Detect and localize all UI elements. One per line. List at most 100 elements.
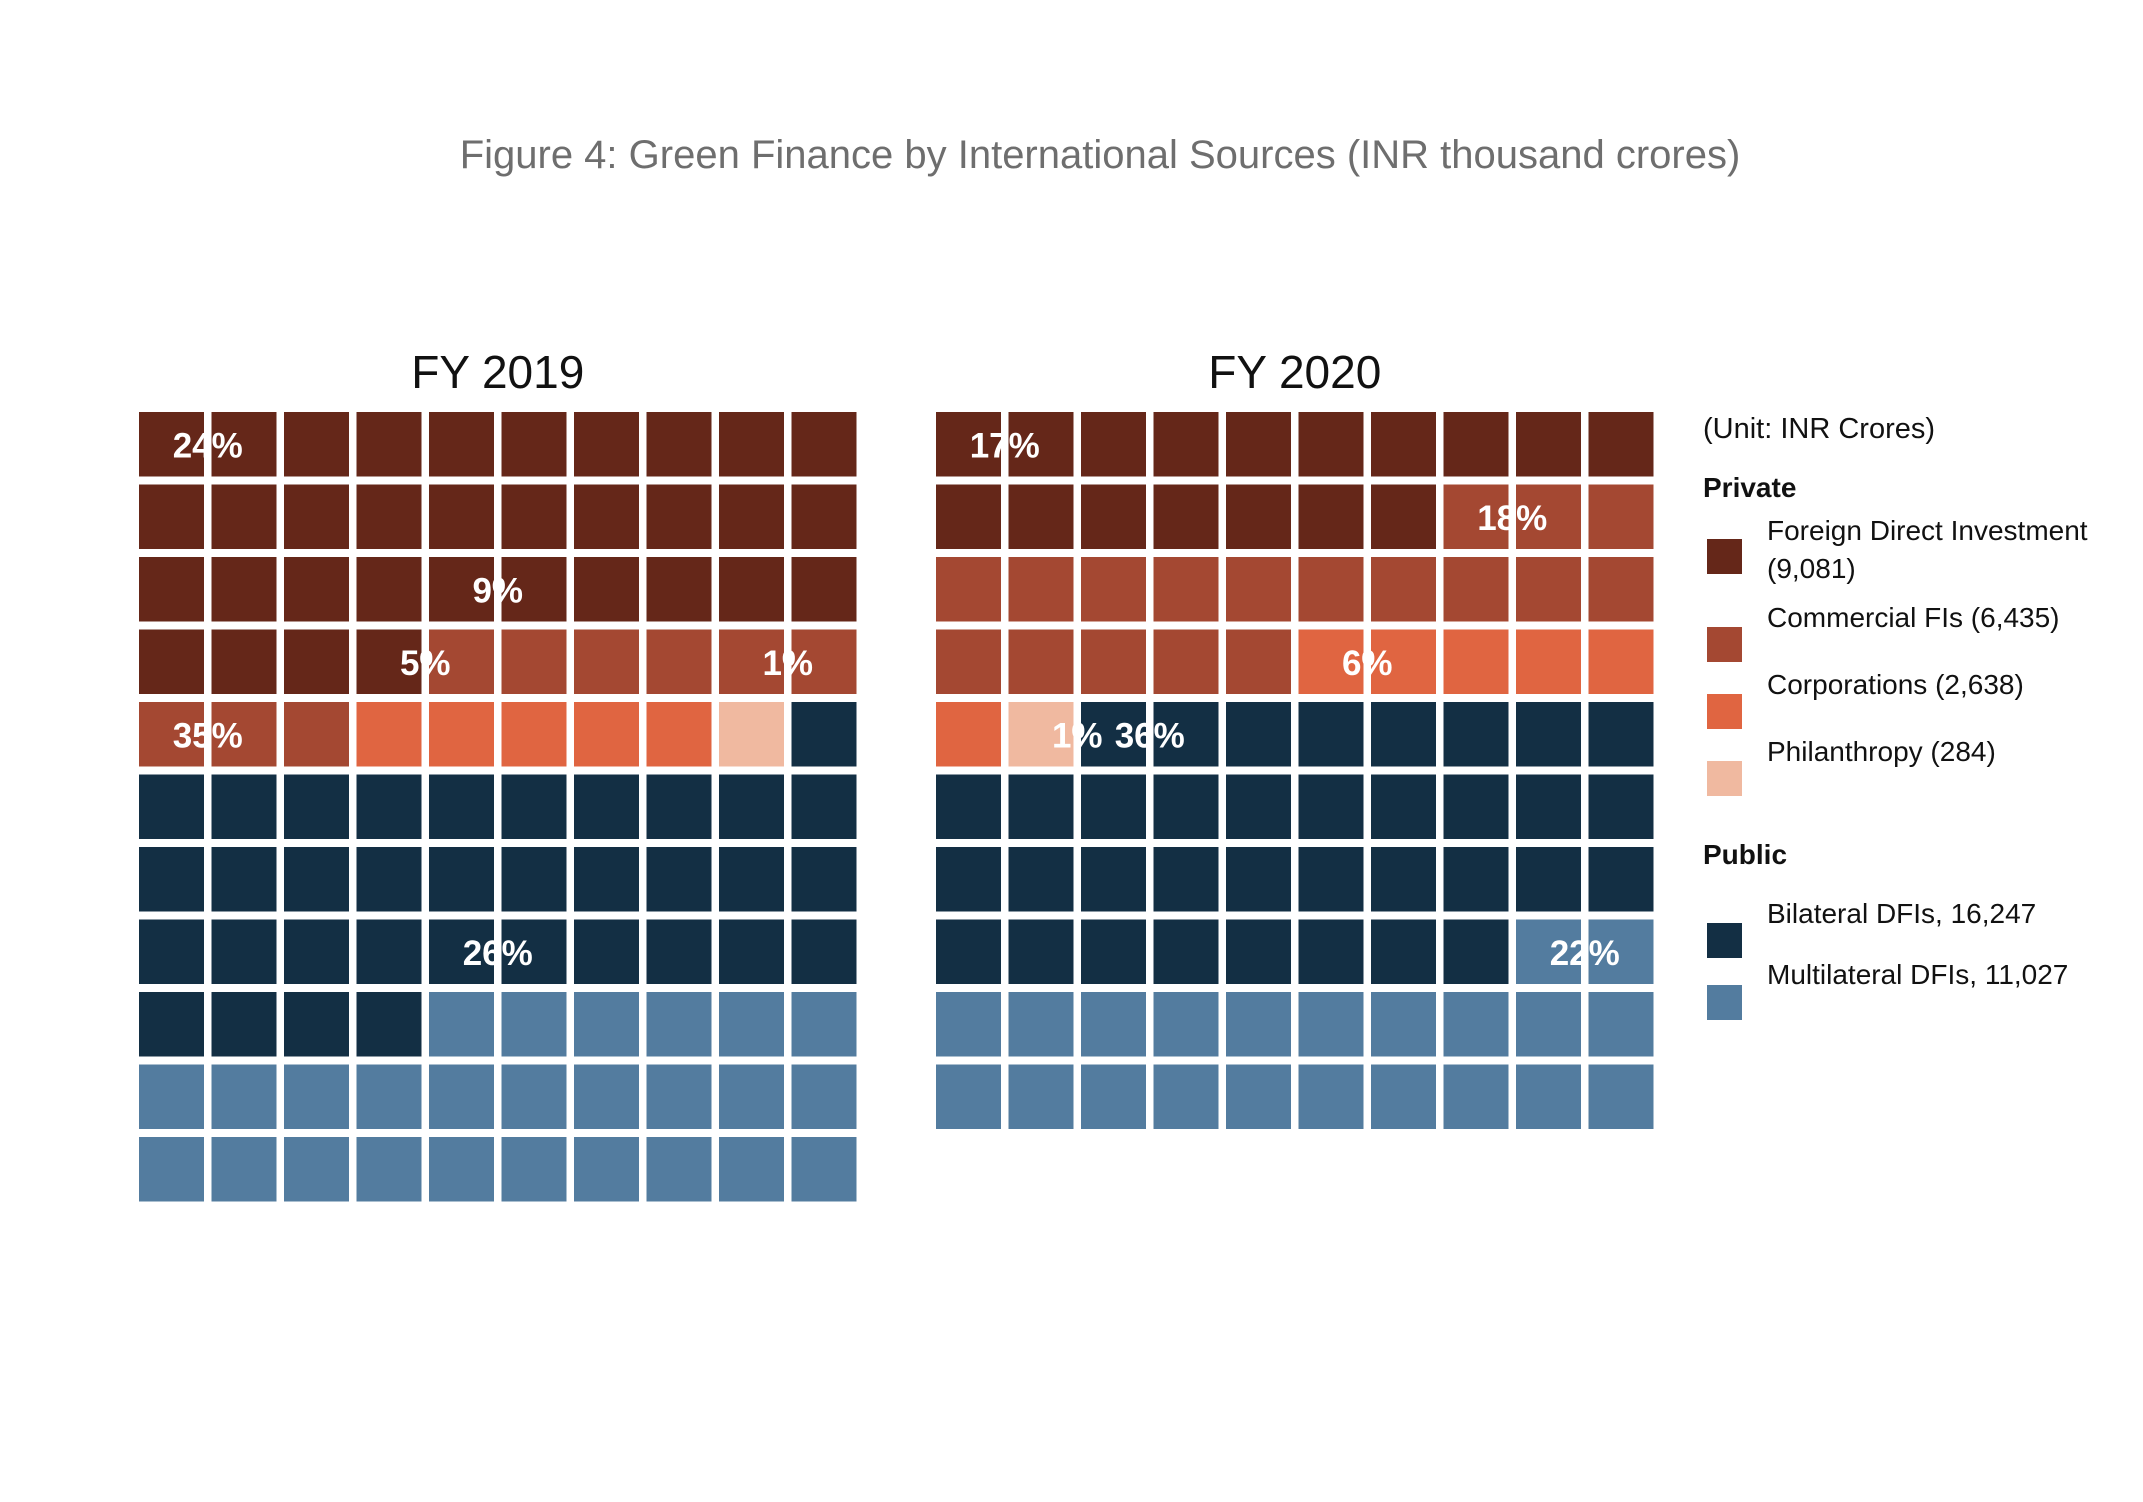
waffle-cell-bil: [719, 919, 784, 984]
waffle-cell-cfi: [1008, 557, 1074, 622]
waffle-cell-cfi: [719, 629, 784, 694]
waffle-cell-mul: [284, 1064, 349, 1129]
waffle-cell-bil: [1298, 847, 1364, 912]
waffle-cell-mul: [1153, 1064, 1219, 1129]
waffle-cell-fdi: [1298, 484, 1364, 549]
segment-label-cfi: 18%: [1477, 499, 1547, 538]
waffle-cell-cfi: [1516, 484, 1581, 549]
waffle-cell-fdi: [646, 412, 712, 477]
waffle-cell-mul: [139, 1064, 204, 1129]
waffle-cell-corp: [574, 702, 639, 767]
waffle-cell-bil: [139, 992, 204, 1057]
waffle-cell-fdi: [501, 484, 567, 549]
waffle-cell-bil: [1226, 702, 1291, 767]
waffle-cell-mul: [501, 1064, 567, 1129]
waffle-cell-fdi: [1226, 484, 1291, 549]
waffle-cell-bil: [139, 847, 204, 912]
legend-label: Foreign Direct Investment: [1767, 515, 2088, 546]
waffle-cell-mul: [791, 992, 857, 1057]
legend-label: Corporations (2,638): [1767, 669, 2024, 700]
waffle-cell-bil: [719, 774, 784, 839]
waffle-cell-mul: [211, 1137, 277, 1202]
waffle-cell-fdi: [139, 557, 204, 622]
segment-label-bil: 36%: [1115, 716, 1185, 755]
waffle-cell-mul: [501, 1137, 567, 1202]
waffle-cell-fdi: [646, 484, 712, 549]
panel-title: FY 2020: [1208, 346, 1381, 398]
waffle-cell-fdi: [211, 412, 277, 477]
waffle-cell-bil: [284, 992, 349, 1057]
legend-group-title: Public: [1703, 839, 1787, 870]
waffle-cell-fdi: [1153, 412, 1219, 477]
waffle-cell-phil: [1008, 702, 1074, 767]
waffle-cell-bil: [501, 919, 567, 984]
waffle-cell-bil: [646, 919, 712, 984]
waffle-cell-cfi: [1226, 557, 1291, 622]
waffle-cell-fdi: [1298, 412, 1364, 477]
waffle-cell-cfi: [936, 629, 1001, 694]
legend: (Unit: INR Crores) Private Foreign Direct …: [1703, 413, 2088, 1020]
waffle-cell-bil: [501, 774, 567, 839]
segment-label-mul: 26%: [463, 934, 533, 973]
waffle-cell-corp: [1371, 629, 1436, 694]
waffle-cell-mul: [1298, 1064, 1364, 1129]
waffle-cell-fdi: [284, 484, 349, 549]
waffle-cell-fdi: [501, 412, 567, 477]
waffle-cell-mul: [139, 1137, 204, 1202]
waffle-cell-bil: [211, 992, 277, 1057]
waffle-cell-bil: [429, 919, 494, 984]
waffle-panel-2: FY 2020 17% 18% 6% 1% 36% 22%: [936, 346, 1654, 1129]
legend-item-corp: Corporations (2,638): [1707, 669, 2024, 729]
waffle-cell-bil: [1153, 774, 1219, 839]
waffle-cell-fdi: [1443, 412, 1509, 477]
legend-group-title: Private: [1703, 472, 1796, 503]
waffle-cell-cfi: [1516, 557, 1581, 622]
waffle-cell-bil: [719, 847, 784, 912]
waffle-cell-corp: [1588, 629, 1654, 694]
legend-item-bil: Bilateral DFIs, 16,247: [1707, 898, 2036, 958]
waffle-cell-mul: [1516, 1064, 1581, 1129]
waffle-cell-cfi: [211, 702, 277, 767]
waffle-cell-mul: [791, 1137, 857, 1202]
waffle-cell-fdi: [139, 412, 204, 477]
waffle-cell-fdi: [719, 484, 784, 549]
waffle-cell-corp: [1516, 629, 1581, 694]
waffle-cell-bil: [429, 774, 494, 839]
waffle-cell-cfi: [936, 557, 1001, 622]
legend-label: Bilateral DFIs, 16,247: [1767, 898, 2036, 929]
segment-label-corp: 5%: [400, 644, 451, 683]
waffle-panels: FY 2019 24% 9% 5% 1% 35% 26% FY 2020 17% 18% 6% 1% 3…: [139, 346, 1654, 1202]
waffle-cell-mul: [1588, 919, 1654, 984]
waffle-cell-mul: [1298, 992, 1364, 1057]
waffle-cell-fdi: [356, 629, 422, 694]
legend-item-phil: Philanthropy (284): [1707, 736, 1996, 796]
waffle-cell-bil: [1371, 774, 1436, 839]
waffle-cell-cfi: [791, 629, 857, 694]
waffle-cell-fdi: [429, 412, 494, 477]
waffle-cell-mul: [791, 1064, 857, 1129]
waffle-cell-bil: [1371, 702, 1436, 767]
waffle-cell-fdi: [284, 629, 349, 694]
segment-label-phil: 1%: [762, 644, 813, 683]
waffle-cell-bil: [1226, 774, 1291, 839]
waffle-cell-mul: [936, 1064, 1001, 1129]
waffle-cell-bil: [1153, 919, 1219, 984]
waffle-cell-fdi: [284, 557, 349, 622]
waffle-cell-cfi: [646, 629, 712, 694]
waffle-cell-mul: [284, 1137, 349, 1202]
waffle-cell-cfi: [501, 629, 567, 694]
waffle-cell-bil: [1516, 702, 1581, 767]
waffle-cell-bil: [1298, 919, 1364, 984]
waffle-cell-mul: [356, 1137, 422, 1202]
legend-swatch: [1707, 761, 1742, 796]
waffle-cell-bil: [574, 847, 639, 912]
waffle-cell-fdi: [139, 629, 204, 694]
waffle-cell-mul: [1226, 1064, 1291, 1129]
waffle-cell-mul: [646, 1137, 712, 1202]
waffle-cell-bil: [1298, 702, 1364, 767]
waffle-cell-fdi: [791, 412, 857, 477]
waffle-cell-mul: [429, 992, 494, 1057]
waffle-cell-bil: [1371, 919, 1436, 984]
waffle-cell-bil: [429, 847, 494, 912]
